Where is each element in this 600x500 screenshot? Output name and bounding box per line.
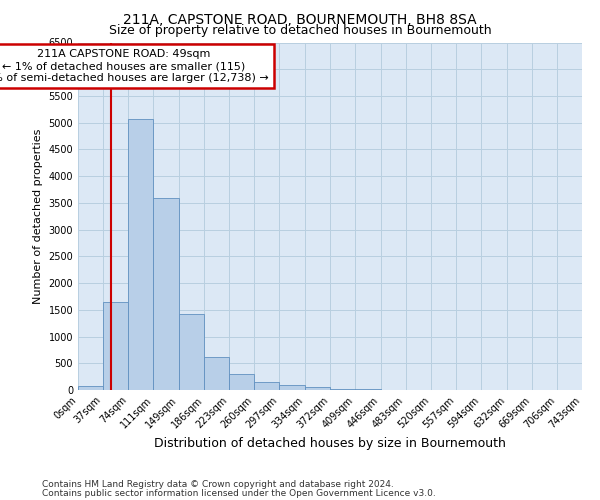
Bar — [229, 374, 254, 390]
Text: Contains public sector information licensed under the Open Government Licence v3: Contains public sector information licen… — [42, 488, 436, 498]
Bar — [179, 314, 204, 390]
Text: 211A, CAPSTONE ROAD, BOURNEMOUTH, BH8 8SA: 211A, CAPSTONE ROAD, BOURNEMOUTH, BH8 8S… — [123, 12, 477, 26]
Bar — [254, 382, 280, 390]
Bar — [128, 118, 153, 390]
Text: Contains HM Land Registry data © Crown copyright and database right 2024.: Contains HM Land Registry data © Crown c… — [42, 480, 394, 489]
Bar — [204, 356, 229, 390]
Bar — [280, 384, 305, 390]
Bar — [78, 386, 103, 390]
Y-axis label: Number of detached properties: Number of detached properties — [33, 128, 43, 304]
Bar — [331, 389, 355, 390]
X-axis label: Distribution of detached houses by size in Bournemouth: Distribution of detached houses by size … — [154, 437, 506, 450]
Bar — [305, 388, 331, 390]
Bar — [103, 302, 128, 390]
Text: 211A CAPSTONE ROAD: 49sqm
← 1% of detached houses are smaller (115)
99% of semi-: 211A CAPSTONE ROAD: 49sqm ← 1% of detach… — [0, 50, 269, 82]
Text: Size of property relative to detached houses in Bournemouth: Size of property relative to detached ho… — [109, 24, 491, 37]
Bar — [153, 198, 179, 390]
